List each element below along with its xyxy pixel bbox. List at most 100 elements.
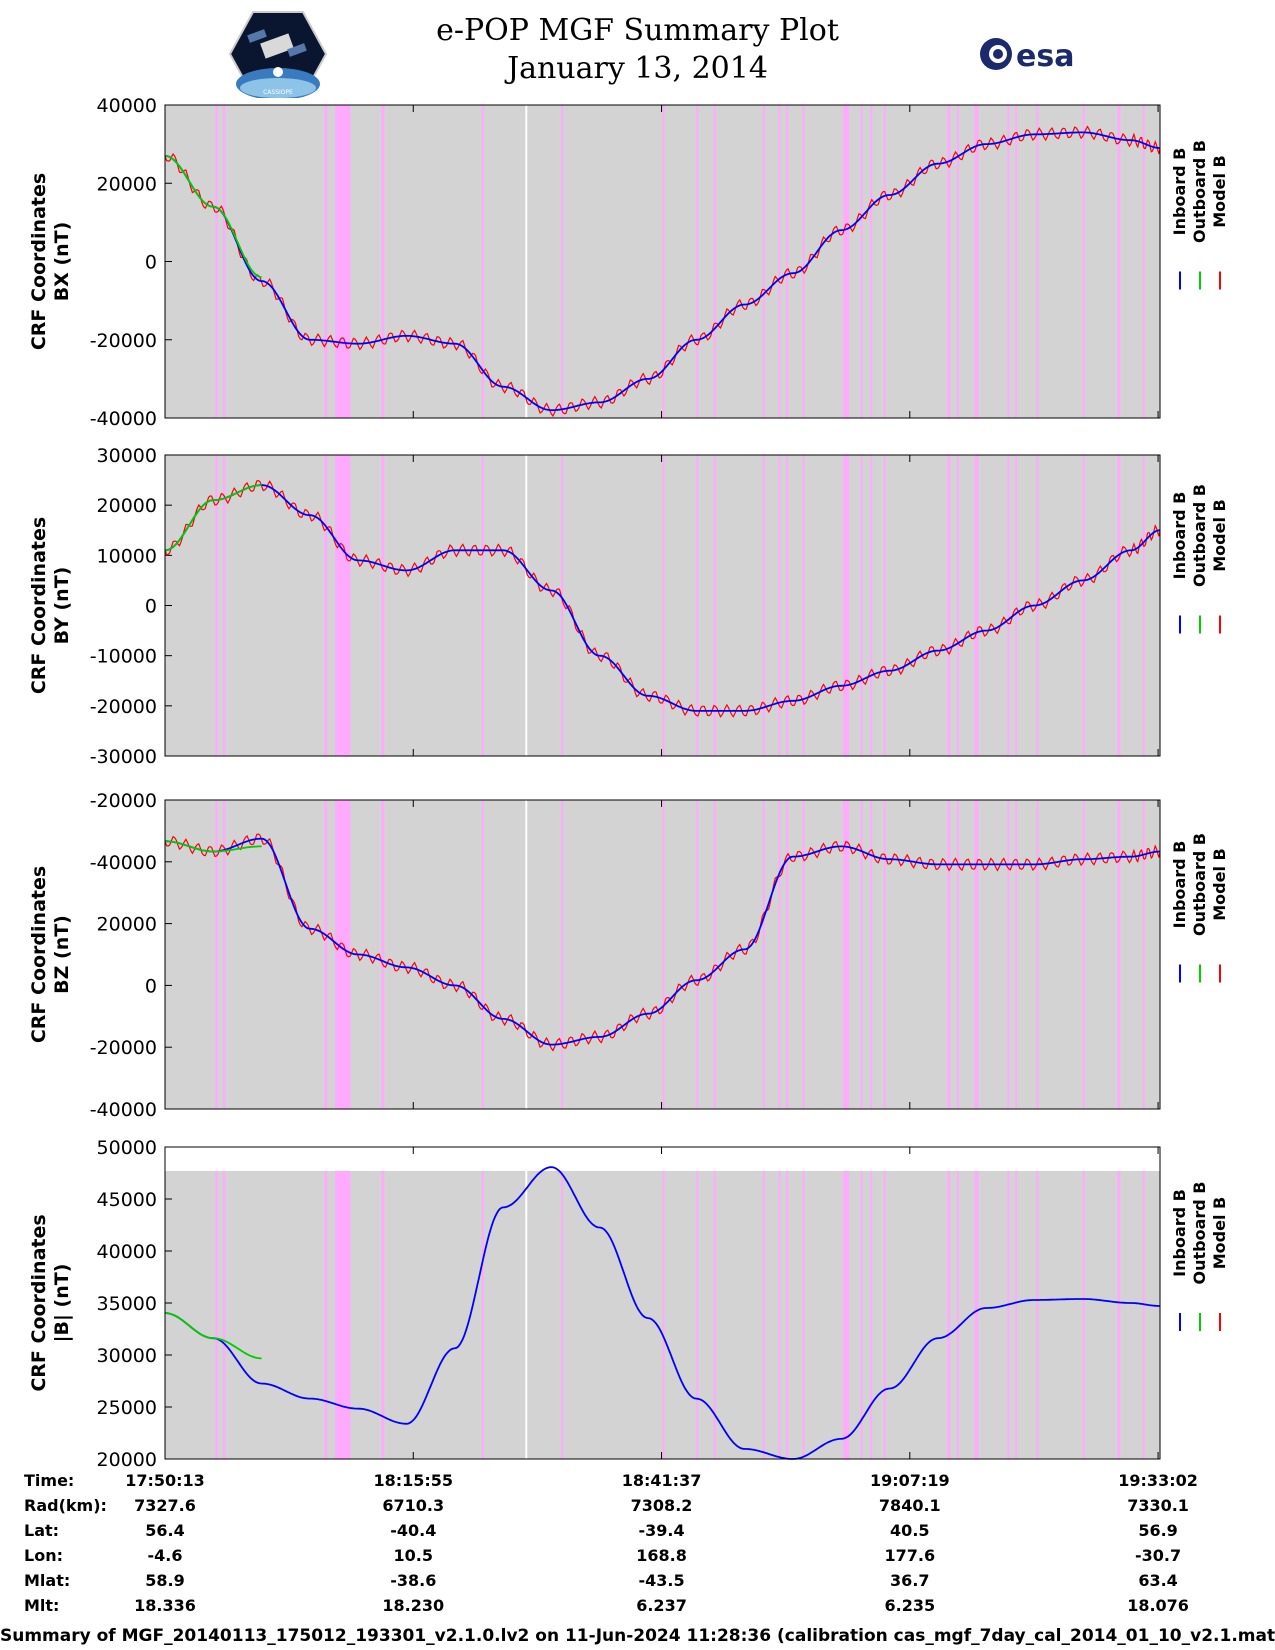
data-gap-stripe bbox=[957, 800, 960, 1109]
data-gap-stripe bbox=[778, 105, 781, 418]
footer-caption: Summary of MGF_20140113_175012_193301_v2… bbox=[0, 1626, 1275, 1646]
data-gap-stripe bbox=[222, 800, 226, 1109]
data-gap-stripe bbox=[843, 1171, 849, 1459]
legend-label: Model B bbox=[1210, 155, 1229, 227]
data-gap-stripe bbox=[947, 455, 951, 756]
legend-label: Outboard B bbox=[1190, 484, 1209, 587]
inboard-b-series bbox=[165, 837, 1160, 1046]
data-gap-stripe bbox=[662, 455, 665, 756]
table-cell: 56.9 bbox=[1138, 1521, 1177, 1540]
panel-2: 30000 20000 10000 0 -10000 -20000 -30000 CRF Co… bbox=[28, 445, 1229, 768]
data-gap-stripe bbox=[215, 105, 218, 418]
y-axis-label-line: BX (nT) bbox=[51, 222, 73, 302]
data-gap-stripe bbox=[1117, 800, 1121, 1109]
data-gap-stripe bbox=[481, 800, 484, 1109]
data-gap-stripe bbox=[335, 455, 351, 756]
data-gap-stripe bbox=[713, 800, 716, 1109]
data-gap-stripe bbox=[778, 800, 781, 1109]
data-gap-stripe bbox=[1117, 455, 1121, 756]
table-cell: 6710.3 bbox=[382, 1496, 444, 1515]
table-cell: 7330.1 bbox=[1127, 1496, 1189, 1515]
legend-label: Model B bbox=[1210, 499, 1229, 571]
plot-frame bbox=[164, 799, 1161, 1110]
data-gap-stripe bbox=[481, 455, 484, 756]
y-tick-label: -40000 bbox=[90, 852, 157, 874]
data-gap-stripe bbox=[1015, 800, 1018, 1109]
table-cell: 18.336 bbox=[134, 1596, 196, 1615]
data-gap-stripe bbox=[662, 1171, 665, 1459]
y-axis-label: CRF Coordinates|B| (nT) bbox=[28, 1214, 73, 1391]
data-gap-stripe bbox=[662, 105, 665, 418]
data-gap-stripe bbox=[860, 800, 863, 1109]
table-cell: 58.9 bbox=[145, 1571, 184, 1590]
cassiope-mission-patch-logo: CASSIOPE bbox=[228, 11, 328, 98]
data-gap-stripe bbox=[1117, 105, 1121, 418]
data-gap-stripe bbox=[713, 1171, 716, 1459]
data-gap-stripe bbox=[381, 455, 385, 756]
panel-1: 40000 20000 0 -20000 -40000 CRF CoordinatesBX… bbox=[28, 95, 1229, 430]
table-cell: 18:41:37 bbox=[622, 1471, 702, 1490]
panel-3: -20000 -40000 20000 0 -20000 -40000 CRF Coordi… bbox=[28, 790, 1229, 1121]
data-gap-stripe bbox=[696, 455, 699, 756]
table-cell: 168.8 bbox=[636, 1546, 687, 1565]
data-gap-stripe bbox=[860, 105, 863, 418]
table-row-label: Mlt: bbox=[24, 1596, 59, 1615]
table-cell: 7840.1 bbox=[879, 1496, 941, 1515]
data-gap-stripe bbox=[381, 105, 385, 418]
table-cell: 19:07:19 bbox=[870, 1471, 950, 1490]
y-tick-label: -40000 bbox=[90, 1099, 157, 1121]
data-gap-stripe bbox=[1082, 455, 1085, 756]
y-tick-label: 40000 bbox=[97, 1241, 157, 1263]
legend-label: Model B bbox=[1210, 1197, 1229, 1269]
data-gap-stripe bbox=[870, 455, 873, 756]
y-axis-label-line: CRF Coordinates bbox=[28, 866, 50, 1043]
table-cell: 18:15:55 bbox=[373, 1471, 453, 1490]
y-tick-label: 20000 bbox=[97, 914, 157, 936]
data-gap-stripe bbox=[802, 1171, 805, 1459]
table-cell: 17:50:13 bbox=[125, 1471, 205, 1490]
table-row-label: Time: bbox=[24, 1471, 74, 1490]
y-tick-label: -20000 bbox=[90, 330, 157, 352]
table-cell: -4.6 bbox=[148, 1546, 183, 1565]
y-tick-label: 30000 bbox=[97, 445, 157, 467]
data-gap-stripe bbox=[561, 800, 564, 1109]
data-gap-stripe bbox=[215, 1171, 218, 1459]
table-cell: 6.235 bbox=[884, 1596, 935, 1615]
y-tick-label: 40000 bbox=[97, 95, 157, 117]
esa-logo-text: esa bbox=[1016, 39, 1074, 74]
y-axis-label-line: |B| (nT) bbox=[51, 1264, 73, 1343]
model-b-series bbox=[164, 833, 1161, 1052]
outboard-b-series bbox=[165, 840, 262, 853]
data-gap-stripe bbox=[947, 800, 951, 1109]
data-gap-stripe bbox=[335, 105, 351, 418]
y-tick-label: -30000 bbox=[90, 746, 157, 768]
y-tick-label: 10000 bbox=[97, 545, 157, 567]
table-cell: -38.6 bbox=[390, 1571, 436, 1590]
panel-4: 50000 45000 40000 35000 30000 25000 20000 CRF C… bbox=[28, 1137, 1229, 1471]
y-axis-label: CRF CoordinatesBZ (nT) bbox=[28, 866, 73, 1043]
data-gap-stripe bbox=[1007, 105, 1010, 418]
data-gap-stripe bbox=[957, 455, 960, 756]
y-axis-label-line: BZ (nT) bbox=[51, 915, 73, 994]
data-gap-stripe bbox=[1007, 800, 1010, 1109]
table-cell: 36.7 bbox=[890, 1571, 929, 1590]
data-gap-stripe bbox=[1117, 1171, 1121, 1459]
data-gap-stripe bbox=[713, 105, 716, 418]
data-gap-stripe bbox=[802, 455, 805, 756]
data-gap-stripe bbox=[1082, 105, 1085, 418]
data-gap-stripe bbox=[786, 800, 789, 1109]
table-cell: -43.5 bbox=[638, 1571, 684, 1590]
y-tick-label: 45000 bbox=[97, 1189, 157, 1211]
model-b-series bbox=[164, 479, 1161, 718]
y-tick-label: 35000 bbox=[97, 1293, 157, 1315]
table-cell: 177.6 bbox=[884, 1546, 935, 1565]
data-gap-stripe bbox=[215, 455, 218, 756]
data-gap-stripe bbox=[883, 1171, 886, 1459]
y-tick-label: 20000 bbox=[97, 495, 157, 517]
table-row-label: Rad(km): bbox=[24, 1496, 107, 1515]
data-gap-stripe bbox=[1036, 800, 1039, 1109]
data-gap-stripe bbox=[947, 1171, 951, 1459]
table-row-label: Mlat: bbox=[24, 1571, 70, 1590]
data-gap-stripe bbox=[974, 1171, 979, 1459]
